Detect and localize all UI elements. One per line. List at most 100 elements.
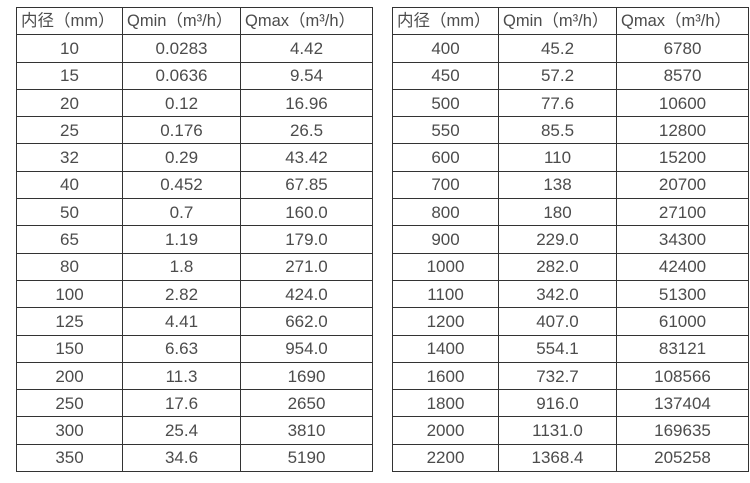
table-cell: 45.2 [498,34,617,63]
table-cell: 2000 [392,416,499,445]
table-cell: 0.7 [122,198,241,227]
table-cell: 954.0 [240,334,373,363]
table-cell: 450 [392,61,499,90]
table-cell: 424.0 [240,279,373,309]
table-cell: 34.6 [122,443,241,473]
column-header: Qmin（m³/h） [122,6,241,36]
table-row: 450 57.2 8570 [392,61,749,90]
table-cell: 110 [498,143,617,172]
table-cell: 83121 [616,334,749,363]
table-cell: 1800 [392,389,499,418]
table-row: 50 0.7 160.0 [16,198,373,227]
table-cell: 1.19 [122,225,241,254]
table-cell: 138 [498,170,617,200]
table-cell: 1100 [392,279,499,309]
table-row: 15 0.0636 9.54 [16,61,373,90]
table-cell: 554.1 [498,334,617,363]
table-cell: 43.42 [240,143,373,172]
table-row: 300 25.4 3810 [16,416,373,445]
table-row: 40 0.452 67.85 [16,170,373,200]
table-cell: 3810 [240,416,373,445]
table-cell: 1.8 [122,252,241,281]
table-row: 250 17.6 2650 [16,389,373,418]
table-cell: 61000 [616,307,749,336]
table-row: 65 1.19 179.0 [16,225,373,254]
table-cell: 0.29 [122,143,241,172]
table-row: 2200 1368.4 205258 [392,443,749,473]
table-cell: 1600 [392,361,499,391]
table-cell: 51300 [616,279,749,309]
table-cell: 6.63 [122,334,241,363]
table-cell: 1131.0 [498,416,617,445]
table-cell: 500 [392,88,499,118]
table-cell: 125 [16,307,123,336]
table-cell: 732.7 [498,361,617,391]
table-row: 400 45.2 6780 [392,34,749,63]
table-cell: 1690 [240,361,373,391]
table-row: 500 77.6 10600 [392,88,749,118]
table-cell: 10 [16,34,123,63]
table-cell: 271.0 [240,252,373,281]
table-cell: 300 [16,416,123,445]
table-row: 700 138 20700 [392,170,749,200]
table-cell: 25 [16,116,123,145]
table-row: 1600 732.7 108566 [392,361,749,391]
table-row: 2000 1131.0 169635 [392,416,749,445]
table-cell: 50 [16,198,123,227]
table-cell: 12800 [616,116,749,145]
table-row: 1200 407.0 61000 [392,307,749,336]
table-cell: 4.42 [240,34,373,63]
column-header: Qmin（m³/h） [498,6,617,36]
table-cell: 67.85 [240,170,373,200]
table-cell: 57.2 [498,61,617,90]
table-row: 600 110 15200 [392,143,749,172]
table-row: 20 0.12 16.96 [16,88,373,118]
table-cell: 229.0 [498,225,617,254]
table-cell: 32 [16,143,123,172]
table-row: 100 2.82 424.0 [16,279,373,309]
table-cell: 0.0636 [122,61,241,90]
table-cell: 20 [16,88,123,118]
table-cell: 350 [16,443,123,473]
table-cell: 250 [16,389,123,418]
table-cell: 169635 [616,416,749,445]
table-cell: 0.0283 [122,34,241,63]
table-cell: 16.96 [240,88,373,118]
table-cell: 150 [16,334,123,363]
table-row: 1400 554.1 83121 [392,334,749,363]
header-row: 内径（mm） Qmin（m³/h） Qmax（m³/h） [392,6,749,36]
table-cell: 550 [392,116,499,145]
column-header: Qmax（m³/h） [616,6,749,36]
table-cell: 800 [392,198,499,227]
table-cell: 0.176 [122,116,241,145]
table-cell: 2.82 [122,279,241,309]
table-cell: 700 [392,170,499,200]
column-header: 内径（mm） [392,6,499,36]
table-row: 900 229.0 34300 [392,225,749,254]
table-cell: 17.6 [122,389,241,418]
table-cell: 65 [16,225,123,254]
table-row: 200 11.3 1690 [16,361,373,391]
table-cell: 179.0 [240,225,373,254]
header-row: 内径（mm） Qmin（m³/h） Qmax（m³/h） [16,6,373,36]
table-cell: 160.0 [240,198,373,227]
table-cell: 662.0 [240,307,373,336]
table-row: 125 4.41 662.0 [16,307,373,336]
table-row: 25 0.176 26.5 [16,116,373,145]
table-cell: 100 [16,279,123,309]
table-row: 1000 282.0 42400 [392,252,749,281]
table-row: 800 180 27100 [392,198,749,227]
table-row: 10 0.0283 4.42 [16,34,373,63]
table-cell: 5190 [240,443,373,473]
flow-range-table-small-diameters: 内径（mm） Qmin（m³/h） Qmax（m³/h） 10 0.0283 4.42 15… [16,6,373,473]
table-cell: 916.0 [498,389,617,418]
column-header: Qmax（m³/h） [240,6,373,36]
table-cell: 2650 [240,389,373,418]
table-cell: 15200 [616,143,749,172]
table-cell: 8570 [616,61,749,90]
table-cell: 85.5 [498,116,617,145]
table-cell: 342.0 [498,279,617,309]
table-row: 350 34.6 5190 [16,443,373,473]
table-cell: 4.41 [122,307,241,336]
table-cell: 900 [392,225,499,254]
